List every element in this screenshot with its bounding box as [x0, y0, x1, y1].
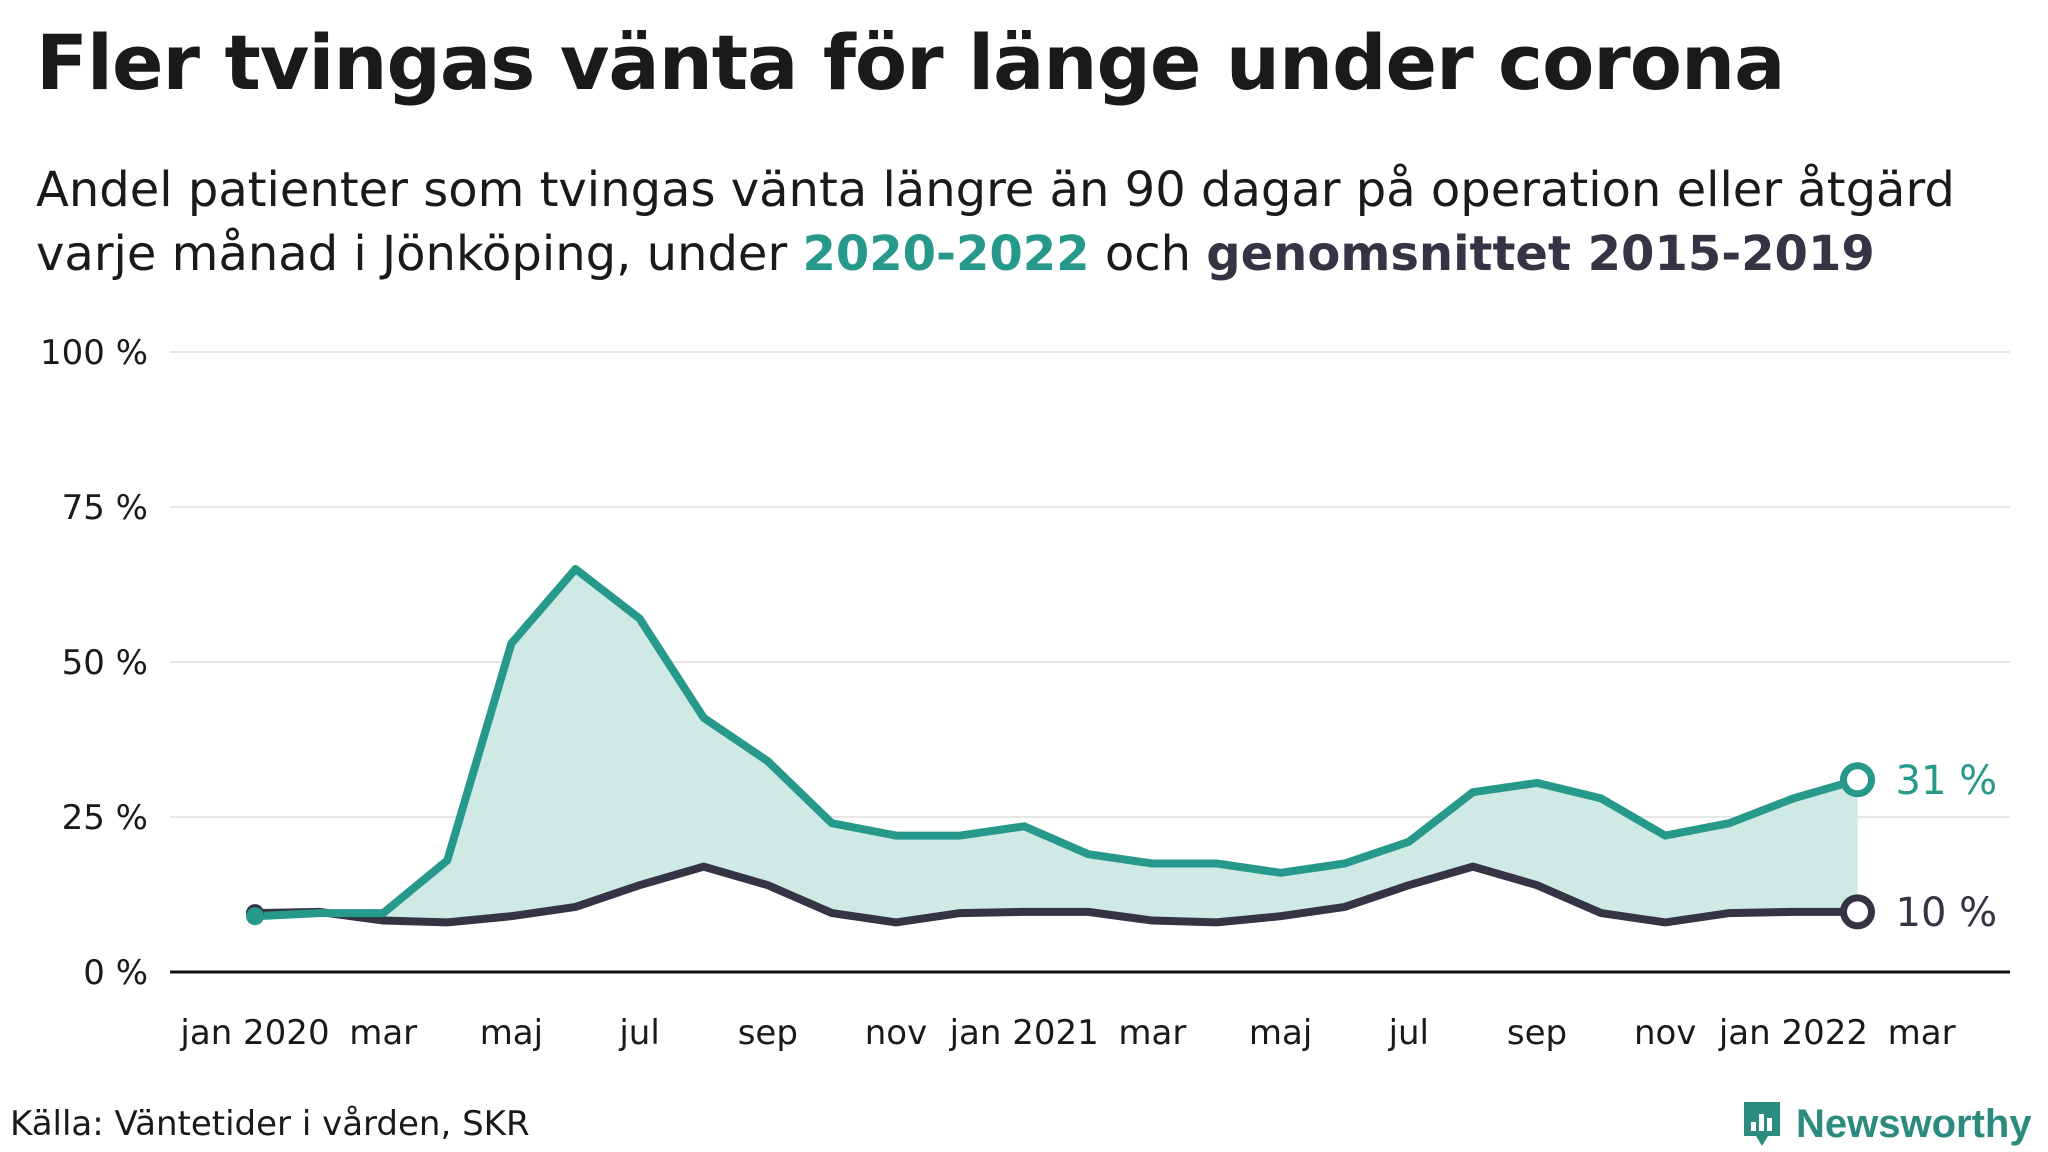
series-markers: 31 % 10 %: [246, 758, 1997, 936]
chart-subtitle: Andel patienter som tvingas vänta längre…: [36, 158, 1955, 286]
start-point-current: [246, 907, 264, 926]
x-tick-label: maj: [1249, 1013, 1312, 1053]
x-tick-label: jan 2021: [949, 1013, 1099, 1053]
end-point-current: [1840, 762, 1875, 798]
end-label-average: 10 %: [1896, 890, 1998, 936]
brand-logo: Newsworthy: [1740, 1096, 2032, 1152]
chart-title: Fler tvingas vänta för länge under coron…: [36, 18, 1785, 107]
end-point-average: [1840, 894, 1875, 930]
legend-average-period: genomsnittet 2015-2019: [1206, 226, 1875, 282]
chart-badge-icon: [1744, 1102, 1780, 1146]
y-tick-label: 50 %: [62, 643, 148, 683]
y-tick-label: 25 %: [62, 798, 148, 838]
gap-fill: [255, 569, 1858, 923]
x-tick-label: mar: [349, 1013, 417, 1053]
y-tick-label: 75 %: [62, 488, 148, 528]
y-tick-label: 0 %: [83, 953, 148, 993]
x-tick-label: sep: [1507, 1013, 1567, 1053]
x-tick-label: mar: [1118, 1013, 1186, 1053]
x-tick-label: jul: [1388, 1013, 1429, 1053]
line-chart: 0 % 25 % 50 % 75 % 100 % jan 2020 mar maj jul se…: [40, 333, 2010, 1053]
y-tick-label: 100 %: [40, 333, 148, 373]
series-line-current: [251, 565, 1862, 921]
legend-current-period: 2020-2022: [802, 226, 1090, 282]
x-tick-label: nov: [865, 1013, 927, 1053]
gap-area: [255, 569, 1858, 923]
series-lines: [251, 565, 1862, 927]
brand-name: Newsworthy: [1796, 1101, 2032, 1146]
x-tick-label: sep: [738, 1013, 798, 1053]
x-tick-label: nov: [1634, 1013, 1696, 1053]
subtitle-line-2-start: varje månad i Jönköping, under: [36, 226, 803, 282]
series-line-average: [251, 862, 1862, 927]
subtitle-line-1: Andel patienter som tvingas vänta längre…: [36, 162, 1955, 218]
source-note: Källa: Väntetider i vården, SKR: [10, 1104, 530, 1144]
y-axis-labels: 0 % 25 % 50 % 75 % 100 %: [40, 333, 148, 993]
subtitle-line-2: varje månad i Jönköping, under 2020-2022…: [36, 222, 1955, 286]
end-label-current: 31 %: [1896, 758, 1998, 804]
x-axis-labels: jan 2020 mar maj jul sep nov jan 2021 mar maj jul…: [179, 1013, 1955, 1053]
x-tick-label: jan 2020: [179, 1013, 329, 1053]
gridlines: [170, 351, 2010, 818]
x-tick-label: jul: [618, 1013, 659, 1053]
x-tick-label: jan 2022: [1718, 1013, 1868, 1053]
x-tick-label: maj: [480, 1013, 543, 1053]
x-tick-label: mar: [1888, 1013, 1956, 1053]
subtitle-conjunction: och: [1089, 226, 1207, 282]
